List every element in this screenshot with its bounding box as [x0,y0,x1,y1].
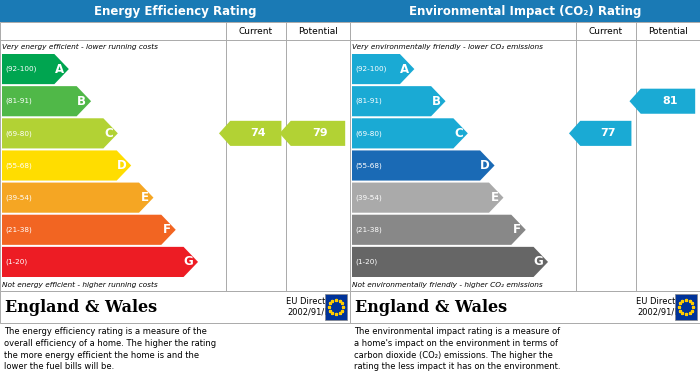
Text: D: D [116,159,126,172]
Text: A: A [55,63,64,75]
Text: 79: 79 [313,128,328,138]
Text: Energy Efficiency Rating: Energy Efficiency Rating [94,5,256,18]
Text: D: D [480,159,489,172]
Polygon shape [352,247,548,277]
Text: (1-20): (1-20) [5,259,27,265]
Bar [0,0,350,22]
Text: E: E [491,191,498,204]
Text: G: G [533,255,543,269]
Text: (92-100): (92-100) [5,66,36,72]
Polygon shape [2,247,198,277]
Text: (92-100): (92-100) [355,66,386,72]
Text: Environmental Impact (CO₂) Rating: Environmental Impact (CO₂) Rating [409,5,641,18]
Text: EU Directive
2002/91/EC: EU Directive 2002/91/EC [286,297,338,317]
Text: F: F [512,223,521,236]
Bar [350,0,700,22]
Polygon shape [352,54,414,84]
Text: (21-38): (21-38) [5,226,32,233]
Polygon shape [352,118,468,149]
Text: Very environmentally friendly - lower CO₂ emissions: Very environmentally friendly - lower CO… [352,43,543,50]
Polygon shape [2,118,118,149]
Polygon shape [629,89,695,114]
Text: C: C [104,127,113,140]
Text: Not environmentally friendly - higher CO₂ emissions: Not environmentally friendly - higher CO… [352,282,542,287]
Text: E: E [141,191,148,204]
Text: (55-68): (55-68) [355,162,382,169]
Text: (81-91): (81-91) [5,98,32,104]
Text: Current: Current [589,27,623,36]
Text: Very energy efficient - lower running costs: Very energy efficient - lower running co… [2,43,158,50]
Text: England & Wales: England & Wales [5,298,157,316]
Text: (55-68): (55-68) [5,162,32,169]
Text: (69-80): (69-80) [5,130,32,136]
Polygon shape [2,54,69,84]
Text: 81: 81 [663,96,678,106]
Text: B: B [432,95,440,108]
Bar [0,291,350,323]
Text: (69-80): (69-80) [355,130,382,136]
Text: B: B [77,95,86,108]
Text: Potential: Potential [298,27,338,36]
Bar [325,294,347,320]
Text: (39-54): (39-54) [5,194,32,201]
Text: 77: 77 [601,128,616,138]
Text: The environmental impact rating is a measure of
a home's impact on the environme: The environmental impact rating is a mea… [354,327,561,371]
Text: Not energy efficient - higher running costs: Not energy efficient - higher running co… [2,282,158,287]
Text: 74: 74 [251,128,266,138]
Text: A: A [400,63,410,75]
Bar [350,22,700,291]
Text: F: F [162,223,171,236]
Text: The energy efficiency rating is a measure of the
overall efficiency of a home. T: The energy efficiency rating is a measur… [4,327,216,371]
Polygon shape [352,183,503,213]
Text: EU Directive
2002/91/EC: EU Directive 2002/91/EC [636,297,688,317]
Polygon shape [2,215,176,245]
Text: (21-38): (21-38) [355,226,382,233]
Text: (1-20): (1-20) [355,259,377,265]
Polygon shape [2,86,91,116]
Text: G: G [183,255,193,269]
Polygon shape [279,121,345,146]
Polygon shape [219,121,281,146]
Polygon shape [2,151,131,181]
Text: (39-54): (39-54) [355,194,382,201]
Bar [675,294,697,320]
Text: Current: Current [239,27,273,36]
Text: England & Wales: England & Wales [355,298,507,316]
Bar [350,291,700,323]
Text: (81-91): (81-91) [355,98,382,104]
Polygon shape [352,215,526,245]
Text: Potential: Potential [648,27,688,36]
Polygon shape [352,86,446,116]
Polygon shape [569,121,631,146]
Polygon shape [352,151,495,181]
Polygon shape [2,183,153,213]
Bar [0,22,350,291]
Text: C: C [454,127,463,140]
